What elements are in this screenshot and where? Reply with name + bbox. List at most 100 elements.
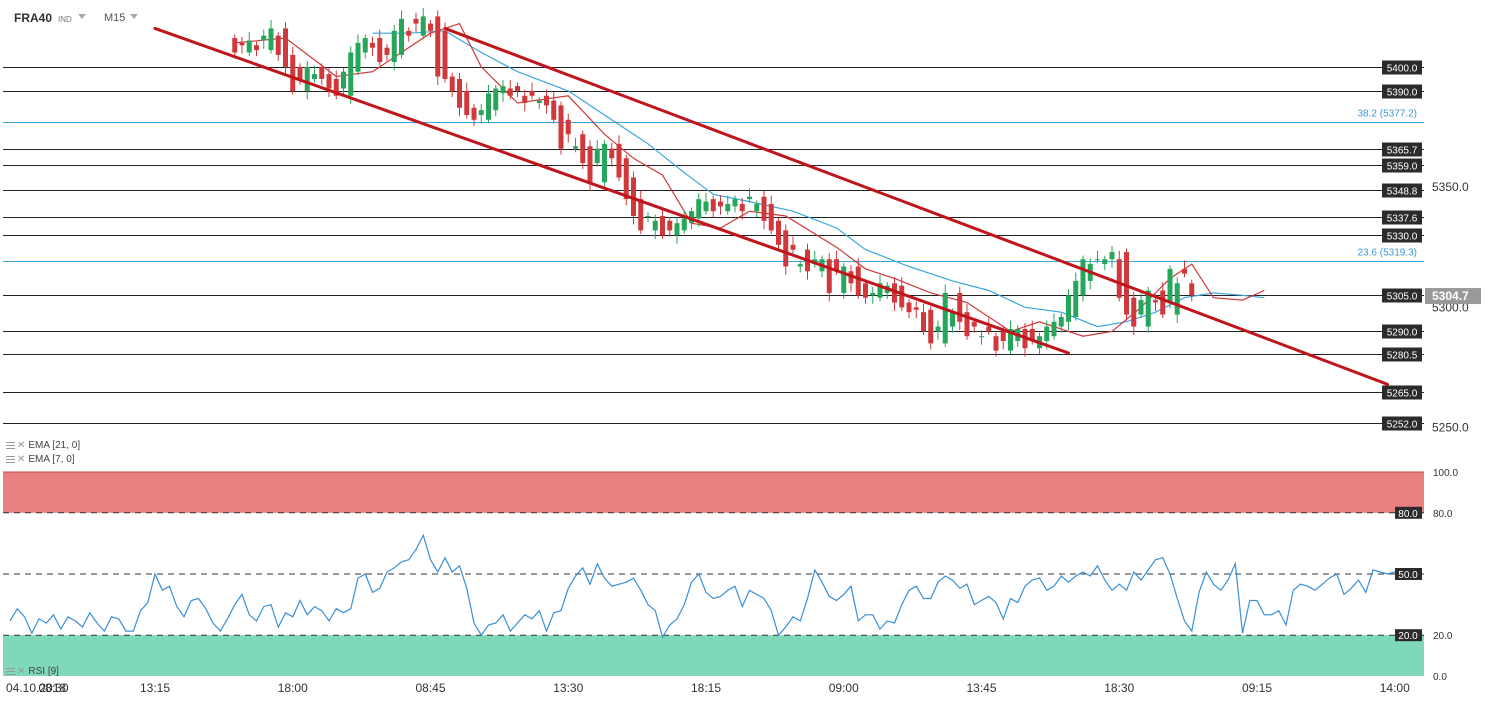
- candle-down: [986, 318, 992, 335]
- price-level-box: [1382, 228, 1422, 243]
- candle-body: [616, 143, 622, 178]
- candle-body: [761, 196, 767, 221]
- candle-up: [594, 140, 600, 167]
- close-icon[interactable]: ✕: [17, 454, 26, 465]
- candle-body: [384, 47, 390, 55]
- candle-body: [493, 88, 499, 111]
- candle-body: [1073, 280, 1079, 317]
- time-axis-tick: 18:30: [1104, 681, 1134, 695]
- candle-up: [573, 137, 578, 153]
- candle-body: [797, 264, 803, 267]
- candle-body: [964, 312, 970, 337]
- candle-body: [1008, 328, 1013, 351]
- settings-icon[interactable]: [6, 455, 15, 463]
- candle-body: [855, 266, 861, 296]
- candle-down: [551, 92, 557, 124]
- candle-body: [565, 119, 571, 135]
- candle-down: [413, 12, 419, 33]
- candle-down: [826, 253, 832, 302]
- candle-body: [667, 220, 673, 231]
- candle-body: [1182, 268, 1187, 274]
- candle-down: [580, 130, 586, 170]
- candle-body: [304, 66, 310, 91]
- time-axis-tick: 13:15: [140, 681, 170, 695]
- price-level-box: [1382, 84, 1422, 99]
- price-level-box: [1382, 210, 1422, 225]
- price-level-label: 5305.0: [1387, 292, 1418, 303]
- price-level-label: 5290.0: [1387, 328, 1418, 339]
- candle-down: [1182, 260, 1187, 278]
- price-level-label: 5400.0: [1387, 64, 1418, 75]
- candle-body: [1000, 331, 1006, 342]
- candle-body: [377, 38, 383, 63]
- instrument-type-label: IND: [58, 15, 72, 24]
- candle-down: [449, 72, 455, 97]
- close-icon[interactable]: ✕: [17, 666, 26, 677]
- settings-icon[interactable]: [6, 441, 15, 449]
- candle-body: [333, 78, 339, 96]
- candle-down: [507, 80, 513, 100]
- candle-body: [899, 285, 905, 308]
- indicator-ema7[interactable]: ✕ EMA [7, 0]: [6, 454, 75, 465]
- candle-up: [478, 104, 484, 124]
- candle-down: [529, 82, 535, 100]
- price-level-label: 5337.6: [1387, 214, 1418, 225]
- candle-body: [1066, 295, 1071, 322]
- price-level-box: [1382, 385, 1422, 400]
- candle-body: [246, 40, 252, 53]
- price-axis-tick: 5250.0: [1432, 421, 1469, 435]
- candle-up: [681, 209, 687, 235]
- close-icon[interactable]: ✕: [17, 440, 26, 451]
- candle-body: [486, 93, 491, 120]
- candle-body: [283, 28, 288, 67]
- candle-body: [652, 220, 658, 231]
- indicator-rsi[interactable]: ✕ RSI [9]: [6, 666, 59, 677]
- candle-body: [1102, 259, 1108, 265]
- candle-down: [848, 265, 854, 292]
- candle-body: [348, 52, 354, 96]
- rsi-level-box: [1395, 629, 1422, 642]
- time-axis-tick: 09:15: [1242, 681, 1272, 695]
- candle-body: [254, 45, 259, 51]
- candle-body: [645, 215, 651, 217]
- candle-body: [457, 78, 462, 108]
- time-axis-tick: 13:30: [553, 681, 583, 695]
- timeframe-label[interactable]: M15: [104, 12, 126, 24]
- candle-body: [1153, 300, 1158, 303]
- candle-up: [391, 24, 397, 71]
- candle-down: [1022, 322, 1028, 357]
- candle-body: [971, 321, 977, 327]
- time-axis-tick: 13:45: [966, 681, 996, 695]
- candle-body: [594, 148, 600, 164]
- candle-body: [515, 86, 520, 91]
- rsi-oversold-zone: [3, 635, 1424, 676]
- indicator-params: [7, 0]: [52, 454, 75, 465]
- rsi-axis-tick: 80.0: [1433, 509, 1453, 520]
- candle-down: [515, 82, 520, 97]
- indicator-ema21[interactable]: ✕ EMA [21, 0]: [6, 440, 80, 451]
- candle-body: [268, 28, 274, 51]
- rsi-axis-tick: 20.0: [1433, 631, 1453, 642]
- symbol-label[interactable]: FRA40: [14, 11, 53, 25]
- indicator-params: [21, 0]: [52, 440, 81, 451]
- candle-down: [921, 303, 926, 335]
- candle-body: [979, 336, 984, 338]
- candle-down: [442, 22, 448, 83]
- candle-body: [420, 16, 426, 36]
- settings-icon[interactable]: [6, 667, 15, 675]
- price-level-box: [1382, 158, 1422, 173]
- candle-down: [892, 277, 897, 311]
- symbol-dropdown-icon[interactable]: [78, 14, 86, 19]
- time-axis-tick: 14:00: [1380, 681, 1410, 695]
- candle-body: [471, 107, 477, 120]
- candle-down: [964, 303, 970, 340]
- candle-up: [1066, 289, 1071, 331]
- timeframe-dropdown-icon[interactable]: [130, 14, 138, 19]
- candle-down: [428, 20, 433, 37]
- candle-body: [261, 35, 267, 41]
- candle-down: [776, 217, 781, 251]
- candle-down: [377, 29, 383, 66]
- candle-body: [1131, 297, 1137, 327]
- candle-up: [355, 34, 361, 76]
